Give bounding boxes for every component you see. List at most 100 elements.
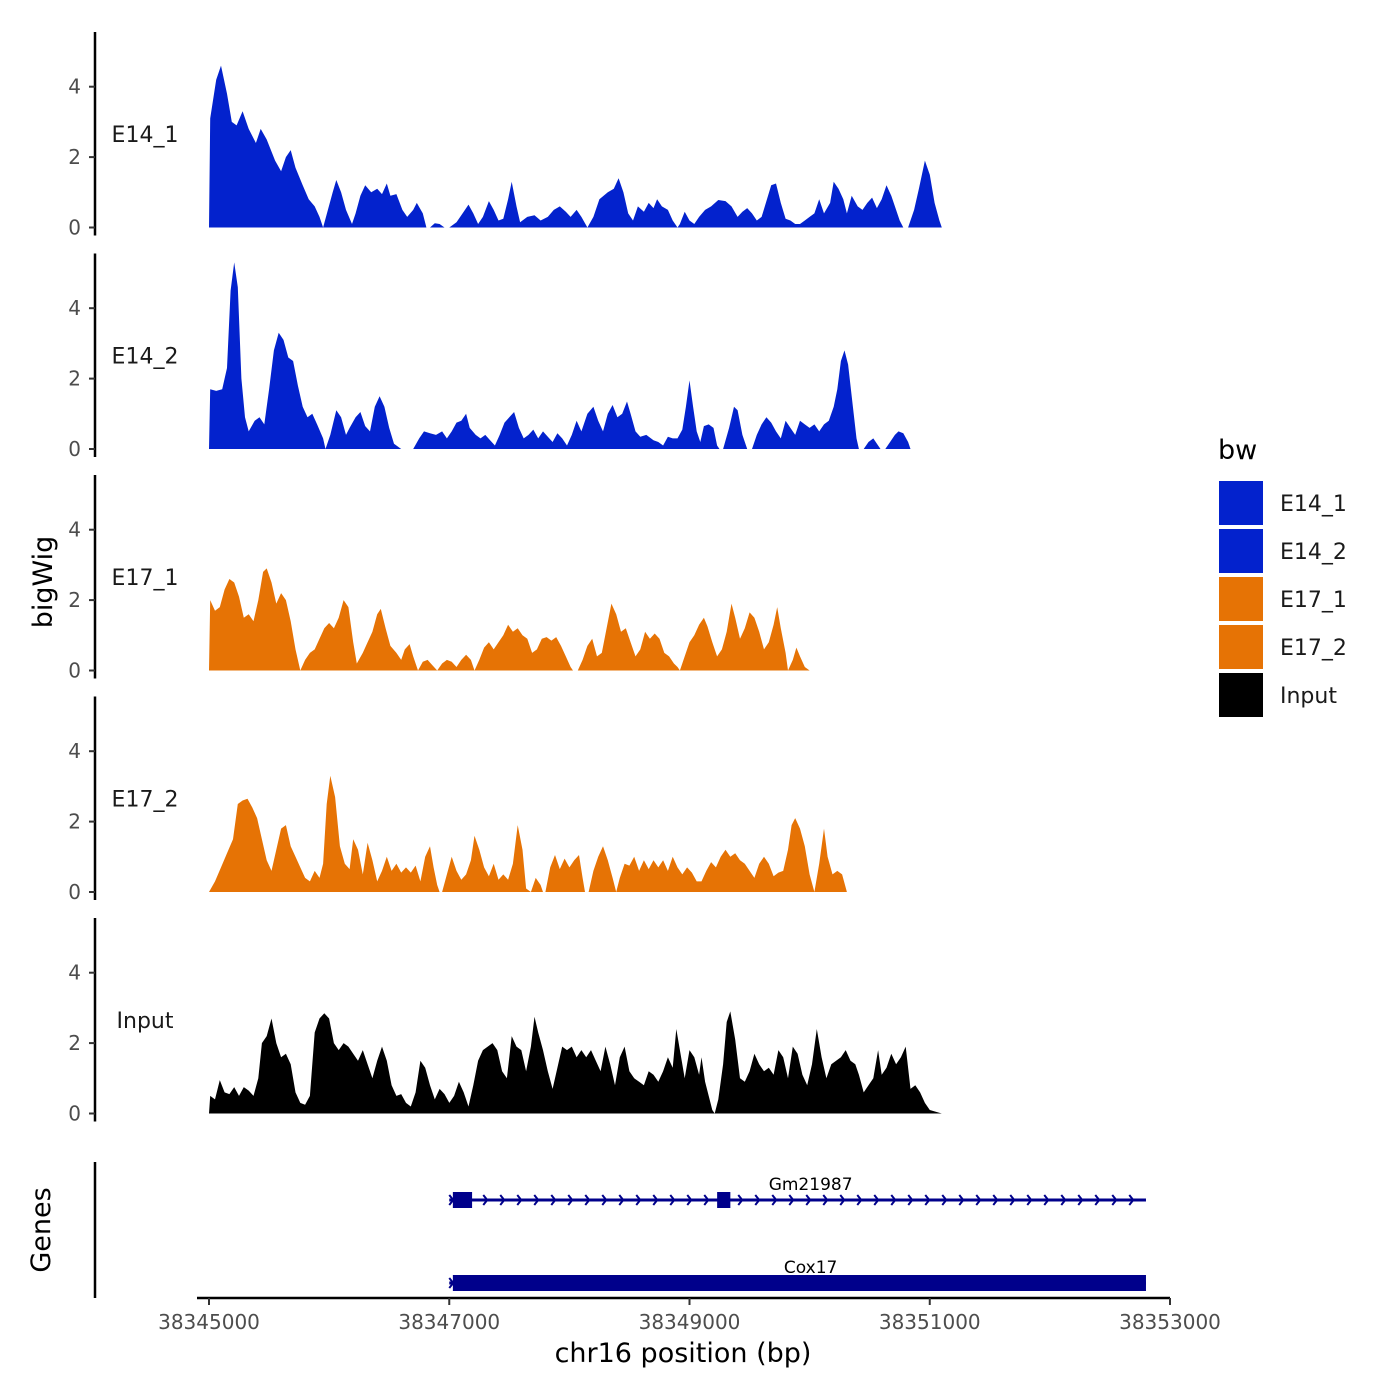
- x-tick-label: 38345000: [158, 1310, 260, 1334]
- y-tick-label: 0: [68, 437, 81, 461]
- track-E17_2: 0 2 4 E17_2: [68, 696, 847, 904]
- gene-Gm21987: Gm21987: [448, 1175, 1146, 1208]
- strand-arrow: [924, 1194, 931, 1206]
- strand-arrow: [805, 1194, 812, 1206]
- strand-arrow: [1094, 1194, 1101, 1206]
- strand-arrow: [1043, 1194, 1050, 1206]
- exon-block: [452, 1192, 473, 1208]
- exon-block: [452, 1275, 1146, 1291]
- strand-arrow: [941, 1194, 948, 1206]
- track-label-E17_1: E17_1: [112, 566, 179, 591]
- coverage-area-E17_2: [209, 775, 847, 892]
- gene-features: Gm21987 Cox17: [448, 1175, 1146, 1291]
- legend-label: Input: [1280, 684, 1337, 709]
- legend-swatch: [1219, 577, 1263, 621]
- strand-arrow: [686, 1194, 693, 1206]
- legend-title: bw: [1218, 435, 1257, 466]
- strand-arrow: [601, 1194, 608, 1206]
- strand-arrow: [618, 1194, 625, 1206]
- strand-arrow: [1128, 1194, 1135, 1206]
- track-label-E14_2: E14_2: [112, 345, 179, 370]
- legend-entries: E14_1 E14_2 E17_1 E17_2 Input: [1219, 481, 1347, 717]
- gene-Cox17: Cox17: [448, 1258, 1146, 1291]
- track-label-E17_2: E17_2: [112, 788, 179, 813]
- y-tick-label: 2: [68, 1031, 81, 1055]
- genes-panel: Genes Gm21987 Cox17: [26, 1162, 1146, 1298]
- strand-arrow: [1009, 1194, 1016, 1206]
- strand-arrow: [482, 1194, 489, 1206]
- strand-arrow: [567, 1194, 574, 1206]
- track-label-Input: Input: [117, 1009, 174, 1034]
- x-tick-label: 38349000: [639, 1310, 741, 1334]
- legend-entry-E17_2: E17_2: [1219, 625, 1347, 669]
- track-E17_1: 0 2 4 E17_1: [68, 475, 810, 683]
- x-axis-title: chr16 position (bp): [555, 1338, 812, 1369]
- strand-arrow: [550, 1194, 557, 1206]
- legend-label: E17_1: [1280, 588, 1347, 613]
- strand-arrow: [873, 1194, 880, 1206]
- x-tick-label: 38353000: [1119, 1310, 1221, 1334]
- strand-arrow: [499, 1194, 506, 1206]
- strand-arrow: [1060, 1194, 1067, 1206]
- strand-arrow: [856, 1194, 863, 1206]
- strand-arrow: [839, 1194, 846, 1206]
- y-tick-label: 2: [68, 588, 81, 612]
- y-tick-label: 4: [68, 518, 81, 542]
- strand-arrow: [890, 1194, 897, 1206]
- legend-swatch: [1219, 673, 1263, 717]
- y-tick-label: 2: [68, 367, 81, 391]
- strand-arrow: [635, 1194, 642, 1206]
- y-tick-label: 0: [68, 216, 81, 240]
- strand-arrow: [1111, 1194, 1118, 1206]
- strand-arrow: [907, 1194, 914, 1206]
- legend-label: E14_2: [1280, 540, 1347, 565]
- legend-entry-E17_1: E17_1: [1219, 577, 1347, 621]
- track-Input: 0 2 4 Input: [68, 918, 942, 1126]
- strand-arrow: [533, 1194, 540, 1206]
- legend-label: E17_2: [1280, 636, 1347, 661]
- strand-arrow: [975, 1194, 982, 1206]
- track-E14_1: 0 2 4 E14_1: [68, 32, 942, 240]
- x-tick-label: 38347000: [398, 1310, 500, 1334]
- legend-entry-Input: Input: [1219, 673, 1337, 717]
- strand-arrow: [771, 1194, 778, 1206]
- strand-arrow: [1026, 1194, 1033, 1206]
- coverage-area-E17_1: [209, 568, 810, 671]
- x-tick-label: 38351000: [879, 1310, 981, 1334]
- gene-label-Cox17: Cox17: [784, 1258, 837, 1278]
- coverage-tracks: 0 2 4 E14_1 0 2 4 E14_2 0 2 4 E17_1 0 2 4 E17_2 0 2 4 Input: [68, 32, 942, 1126]
- coverage-area-E14_2: [209, 262, 911, 449]
- strand-arrow: [992, 1194, 999, 1206]
- strand-arrow: [516, 1194, 523, 1206]
- gene-label-Gm21987: Gm21987: [769, 1175, 853, 1195]
- track-E14_2: 0 2 4 E14_2: [68, 253, 911, 461]
- strand-arrow: [669, 1194, 676, 1206]
- y-tick-label: 0: [68, 1102, 81, 1126]
- strand-arrow: [822, 1194, 829, 1206]
- track-label-E14_1: E14_1: [112, 123, 179, 148]
- legend-entry-E14_2: E14_2: [1219, 529, 1347, 573]
- strand-arrow: [584, 1194, 591, 1206]
- legend: bw E14_1 E14_2 E17_1 E17_2 Input: [1218, 435, 1347, 717]
- y-tick-label: 4: [68, 961, 81, 985]
- y-tick-label: 0: [68, 659, 81, 683]
- strand-arrow: [1077, 1194, 1084, 1206]
- y-axis-title: bigWig: [28, 536, 59, 629]
- y-tick-label: 2: [68, 145, 81, 169]
- y-tick-label: 0: [68, 880, 81, 904]
- x-axis: 38345000 38347000 38349000 38351000 38353000…: [158, 1296, 1221, 1369]
- strand-arrow: [652, 1194, 659, 1206]
- y-tick-label: 4: [68, 75, 81, 99]
- legend-swatch: [1219, 481, 1263, 525]
- strand-arrow: [703, 1194, 710, 1206]
- y-tick-label: 4: [68, 739, 81, 763]
- strand-arrow: [958, 1194, 965, 1206]
- y-tick-label: 4: [68, 296, 81, 320]
- exon-block: [717, 1192, 731, 1208]
- strand-arrow: [754, 1194, 761, 1206]
- strand-arrow: [737, 1194, 744, 1206]
- legend-entry-E14_1: E14_1: [1219, 481, 1347, 525]
- x-axis-ticks: 38345000 38347000 38349000 38351000 38353000: [158, 1298, 1221, 1334]
